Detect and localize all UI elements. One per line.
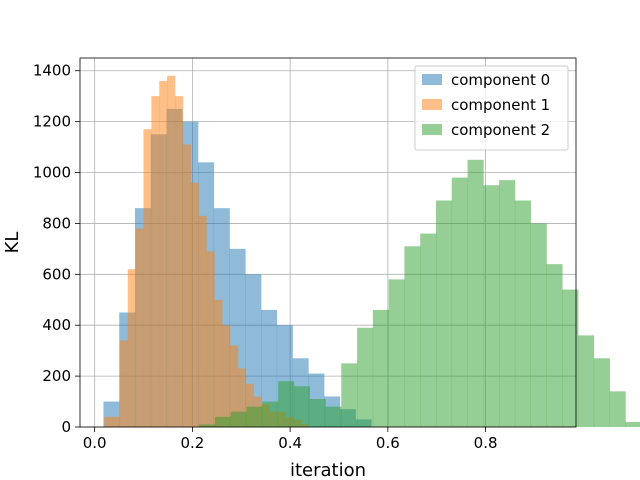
- histogram-bar: [135, 228, 144, 427]
- histogram-bar: [625, 421, 640, 427]
- histogram-bar: [499, 180, 516, 427]
- histogram-bar: [127, 269, 136, 427]
- legend-label: component 1: [451, 96, 550, 114]
- y-axis-label: KL: [2, 232, 23, 254]
- histogram-bar: [214, 299, 223, 427]
- histogram-bar: [309, 399, 326, 427]
- histogram-bar: [174, 96, 184, 427]
- histogram-bar: [467, 159, 484, 428]
- histogram-bar: [514, 200, 532, 427]
- histogram-bar: [261, 309, 278, 427]
- histogram-bar: [293, 386, 311, 427]
- histogram-bar: [388, 279, 405, 427]
- histogram-bar: [237, 368, 247, 427]
- histogram-bar: [451, 177, 468, 427]
- histogram-bar: [578, 335, 595, 427]
- histogram-bar: [190, 182, 199, 427]
- legend-swatch: [422, 99, 442, 110]
- x-tick-label: 0.8: [474, 434, 498, 452]
- y-tick-label: 1200: [33, 113, 71, 131]
- histogram-bar: [262, 401, 279, 427]
- histogram-bar: [609, 391, 626, 427]
- x-tick-label: 0.2: [180, 434, 204, 452]
- axis-ticks: 0.0 0.2 0.4 0.6 0.8 0 200 400 600 800 1000 1200 1400: [33, 62, 498, 452]
- histogram-bar: [230, 411, 247, 427]
- histogram-bar: [230, 345, 239, 427]
- histogram-bar: [341, 363, 358, 427]
- legend: component 0 component 1 component 2: [414, 65, 569, 151]
- x-tick-label: 0.0: [83, 434, 107, 452]
- histogram-bars: [103, 75, 640, 428]
- y-tick-label: 800: [42, 214, 71, 232]
- plot-frame: [79, 57, 577, 428]
- y-tick-label: 600: [42, 265, 71, 283]
- legend-swatch: [422, 74, 442, 85]
- histogram-bar: [562, 289, 579, 427]
- y-tick-label: 200: [42, 367, 71, 385]
- y-tick-label: 400: [42, 316, 71, 334]
- histogram-bar: [530, 223, 547, 427]
- histogram-bar: [199, 424, 216, 427]
- histogram-bar: [357, 327, 374, 427]
- histogram-bar: [206, 251, 215, 427]
- legend-swatch: [422, 124, 442, 135]
- histogram-bar: [104, 416, 113, 427]
- histogram-bar: [593, 358, 610, 427]
- histogram-bar: [404, 246, 421, 427]
- histogram-bar: [546, 264, 563, 427]
- legend-label: component 0: [451, 71, 550, 89]
- y-tick-label: 0: [61, 418, 71, 436]
- histogram-bar: [151, 96, 160, 427]
- x-tick-label: 0.4: [278, 434, 302, 452]
- histogram-bar: [245, 383, 254, 427]
- x-tick-label: 0.6: [376, 434, 400, 452]
- legend-label: component 2: [451, 121, 550, 139]
- histogram-bar: [198, 215, 207, 427]
- histogram-bar: [215, 416, 232, 427]
- histogram-bar: [112, 416, 121, 427]
- series-2-bars: [199, 159, 640, 428]
- histogram-bar: [483, 185, 500, 427]
- y-tick-label: 1000: [33, 164, 71, 182]
- legend-box: [414, 65, 569, 151]
- histogram-bar: [372, 309, 389, 427]
- histogram-bar: [420, 233, 437, 427]
- histogram-bar: [246, 406, 263, 427]
- histogram-bar: [435, 200, 453, 427]
- histogram-bar: [278, 381, 295, 427]
- histogram-bar: [222, 325, 231, 427]
- histogram-bar: [167, 75, 176, 428]
- histogram-bar: [119, 340, 129, 427]
- x-axis-label: iteration: [290, 460, 366, 480]
- histogram-bar: [325, 406, 342, 427]
- histogram-bar: [182, 144, 192, 427]
- histogram-bar: [143, 129, 152, 427]
- histogram-bar: [159, 80, 168, 428]
- y-tick-label: 1400: [33, 62, 71, 80]
